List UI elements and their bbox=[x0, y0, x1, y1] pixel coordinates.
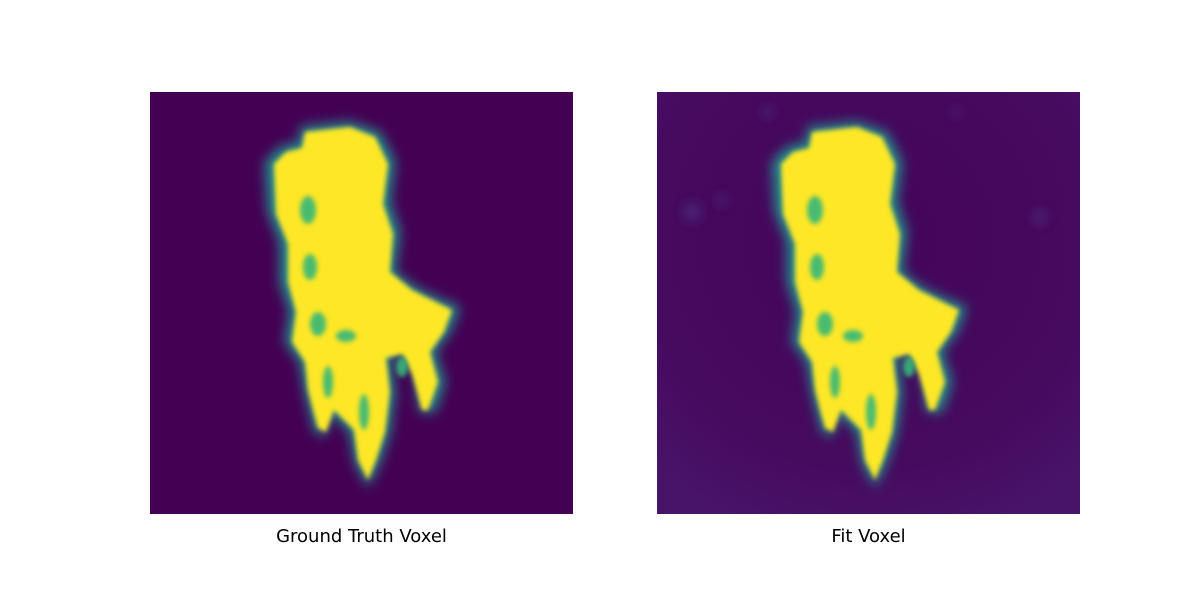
fit-voxel-caption: Fit Voxel bbox=[831, 526, 906, 547]
ground-truth-voxel-image bbox=[150, 92, 573, 514]
ground-truth-caption: Ground Truth Voxel bbox=[276, 526, 447, 547]
fit-voxel-image bbox=[657, 92, 1080, 514]
